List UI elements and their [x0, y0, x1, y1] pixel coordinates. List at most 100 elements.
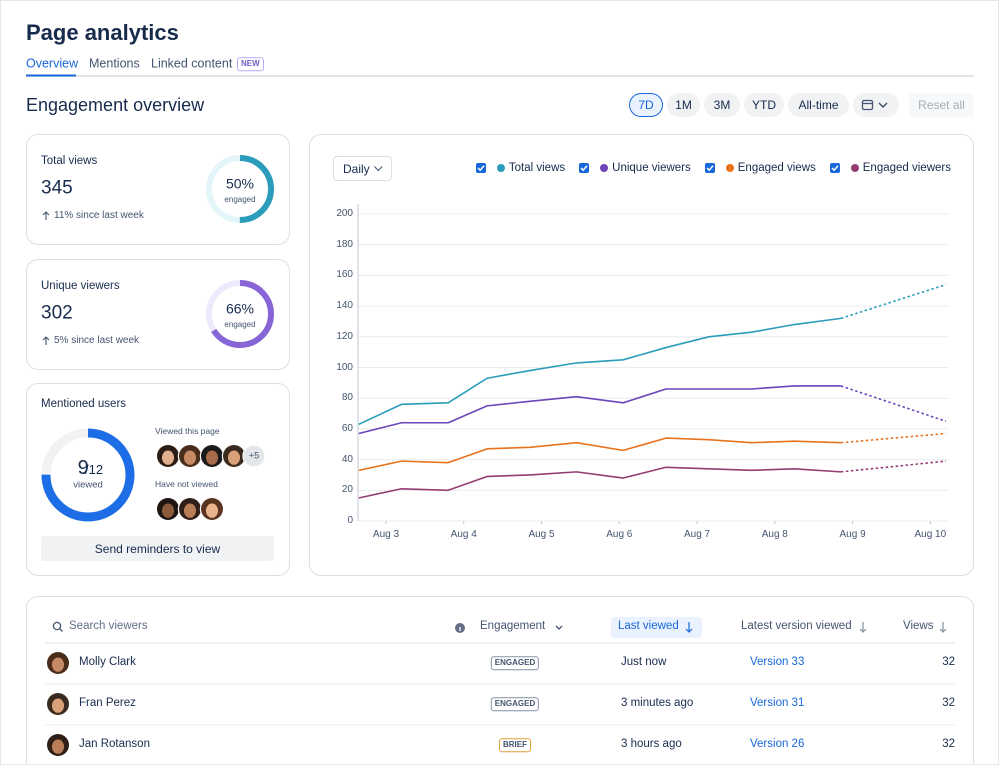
- engagement-badge: BRIEF: [499, 738, 531, 752]
- legend-item[interactable]: Unique viewers: [579, 162, 691, 174]
- viewer-name: Jan Rotanson: [79, 738, 150, 751]
- legend-checkbox[interactable]: [829, 163, 840, 173]
- avatar-face: [161, 503, 175, 518]
- column-header[interactable]: Engagement: [480, 620, 546, 633]
- legend-label: Total views: [508, 162, 566, 174]
- table-card: [26, 596, 974, 764]
- more-avatars: [242, 444, 266, 468]
- tab[interactable]: Overview: [26, 56, 79, 71]
- mentions-title: Mentioned users: [41, 398, 127, 411]
- stat-value: 345: [41, 177, 73, 199]
- legend-swatch: [600, 164, 609, 172]
- y-tick-label: 120: [336, 330, 353, 342]
- range-button[interactable]: 1M: [667, 93, 700, 117]
- y-tick-label: 20: [341, 484, 353, 496]
- sort-arrow: [859, 622, 867, 633]
- range-button[interactable]: 3M: [704, 93, 740, 117]
- avatar-face: [205, 450, 219, 465]
- y-tick-label: 100: [336, 361, 353, 373]
- legend-label: Engaged views: [737, 162, 816, 174]
- legend: Total views Unique viewers Engaged views En…: [475, 162, 951, 174]
- x-tick-label: Aug 9: [839, 529, 866, 540]
- column-header[interactable]: Latest version viewed: [741, 620, 852, 633]
- legend-item[interactable]: Engaged viewers: [829, 162, 951, 174]
- stat-label: Unique viewers: [41, 280, 120, 293]
- avatar-face: [227, 450, 241, 465]
- y-tick-label: 200: [336, 208, 353, 219]
- viewed-caption: viewed: [73, 479, 103, 491]
- stat-change: 11% since last week: [54, 210, 144, 221]
- sort-highlight: [611, 617, 702, 638]
- stat-label: Total views: [41, 155, 98, 168]
- version-link[interactable]: Version 33: [750, 656, 805, 669]
- range-button[interactable]: All-time: [788, 93, 849, 117]
- projection-line: [840, 385, 947, 422]
- projection-line: [840, 460, 946, 473]
- avatar-face: [51, 657, 65, 672]
- legend-label: Unique viewers: [612, 162, 691, 174]
- new-badge: NEW: [237, 57, 264, 71]
- legend-swatch: [850, 164, 859, 172]
- legend-swatch: [496, 164, 505, 172]
- series-line: [358, 437, 841, 472]
- search-icon: [52, 621, 62, 631]
- arrow-up-icon: [42, 336, 50, 345]
- search-icon: [59, 628, 63, 632]
- legend-checkbox[interactable]: [475, 163, 486, 173]
- interval-dropdown[interactable]: Daily: [333, 156, 392, 181]
- avatar-face: [205, 503, 219, 518]
- projection-line: [840, 432, 946, 444]
- reminder-button[interactable]: Send reminders to view: [41, 536, 274, 561]
- x-tick-label: Aug 6: [606, 529, 633, 540]
- tab[interactable]: Linked content: [151, 56, 233, 71]
- date-picker[interactable]: [853, 93, 899, 117]
- column-header[interactable]: Views: [903, 620, 934, 633]
- legend-checkbox[interactable]: [704, 163, 715, 173]
- viewer-name: Fran Perez: [79, 697, 136, 710]
- search-input[interactable]: Search viewers: [69, 620, 148, 633]
- avatar-face: [183, 503, 197, 518]
- series-line: [358, 385, 841, 435]
- legend-checkbox[interactable]: [579, 163, 590, 173]
- viewed-count: 9: [77, 457, 89, 479]
- chevron: [555, 625, 563, 630]
- x-tick-label: Aug 8: [761, 529, 788, 540]
- x-tick-label: Aug 3: [372, 529, 400, 540]
- check-icon: [477, 165, 485, 172]
- y-tick-label: 80: [341, 392, 353, 404]
- avatar-face: [183, 450, 197, 465]
- ring-percent: 66%: [225, 300, 255, 317]
- check-icon: [580, 165, 588, 172]
- version-link[interactable]: Version 31: [750, 697, 805, 710]
- legend-item[interactable]: Total views: [475, 162, 566, 174]
- y-tick-label: 60: [341, 422, 353, 434]
- tab[interactable]: Mentions: [89, 56, 140, 71]
- column-header[interactable]: Last viewed: [618, 620, 679, 633]
- section-title: Engagement overview: [26, 95, 205, 116]
- y-tick-label: 140: [336, 300, 353, 312]
- range-button[interactable]: YTD: [744, 93, 784, 117]
- x-tick-label: Aug 10: [914, 529, 947, 540]
- viewed-total: /12: [85, 462, 104, 478]
- ring-caption: engaged: [224, 320, 256, 330]
- reset-button[interactable]: Reset all: [909, 93, 974, 117]
- engagement-badge: ENGAGED: [490, 697, 540, 711]
- arrow-up-icon: [42, 211, 50, 220]
- stat-change: 5% since last week: [54, 335, 140, 346]
- engagement-badge: ENGAGED: [490, 656, 540, 670]
- stat-card: [26, 134, 290, 245]
- last-viewed: 3 minutes ago: [621, 697, 694, 710]
- last-viewed: 3 hours ago: [621, 738, 682, 751]
- calendar-icon: [861, 99, 888, 111]
- viewed-heading: Viewed this page: [155, 425, 220, 436]
- x-tick-label: Aug 7: [683, 529, 711, 540]
- avatar-face: [51, 739, 65, 754]
- stat-card: [26, 259, 290, 370]
- legend-item[interactable]: Engaged views: [704, 162, 816, 174]
- interval-label: Daily: [343, 161, 370, 176]
- version-link[interactable]: Version 26: [750, 738, 805, 751]
- range-button[interactable]: 7D: [629, 93, 663, 117]
- view-count: 32: [942, 697, 955, 710]
- check-icon: [706, 165, 714, 172]
- page-title: Page analytics: [26, 19, 179, 45]
